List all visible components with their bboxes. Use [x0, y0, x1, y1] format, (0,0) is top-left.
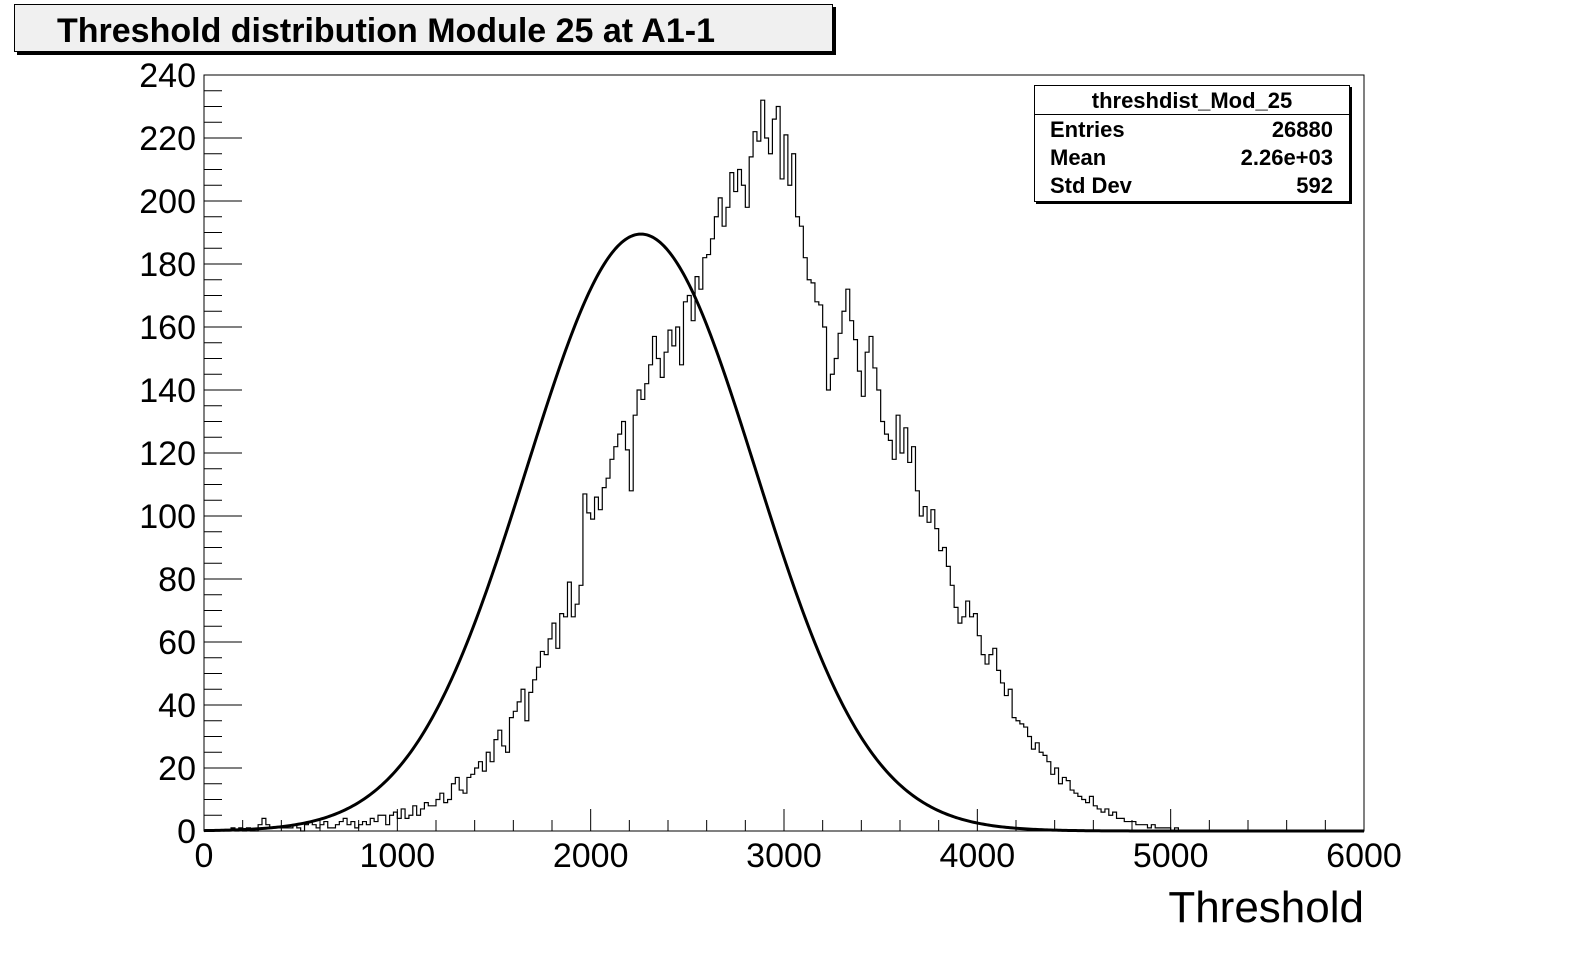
y-tick-label: 120 [139, 435, 196, 473]
stats-row-std-dev: Std Dev 592 [1050, 172, 1333, 200]
x-axis-title: Threshold [1168, 883, 1364, 932]
stats-value: 26880 [1271, 117, 1333, 142]
y-tick-label: 0 [177, 813, 196, 851]
y-tick-label: 20 [158, 750, 196, 788]
stats-value: 592 [1296, 173, 1333, 198]
x-tick-label: 2000 [553, 837, 629, 875]
y-tick-label: 220 [139, 120, 196, 158]
stats-label: Std Dev [1050, 173, 1132, 198]
x-axis-labels: 0 1000 2000 3000 4000 5000 6000 [195, 837, 1402, 875]
y-tick-label: 60 [158, 624, 196, 662]
y-tick-label: 140 [139, 372, 196, 410]
x-tick-label: 0 [195, 837, 214, 875]
chart-title-box: Threshold distribution Module 25 at A1-1 [14, 4, 833, 52]
y-axis-labels: 0 20 40 60 80 100 120 140 160 180 200 220 240 [139, 57, 196, 851]
y-tick-label: 80 [158, 561, 196, 599]
stats-histogram-name: threshdist_Mod_25 [1035, 86, 1349, 115]
stats-row-entries: Entries 26880 [1050, 116, 1333, 144]
x-minor-ticks [203, 809, 1365, 831]
stats-label: Mean [1050, 145, 1107, 170]
histogram-series [223, 99, 1187, 832]
x-tick-label: 5000 [1133, 837, 1209, 875]
stats-box: threshdist_Mod_25 Entries 26880 Mean 2.2… [1034, 85, 1350, 202]
y-tick-label: 240 [139, 57, 196, 95]
stats-row-mean: Mean 2.26e+03 [1050, 144, 1333, 172]
x-tick-label: 1000 [360, 837, 436, 875]
y-tick-label: 180 [139, 246, 196, 284]
y-tick-label: 200 [139, 183, 196, 221]
y-tick-label: 100 [139, 498, 196, 536]
y-tick-label: 160 [139, 309, 196, 347]
y-tick-label: 40 [158, 687, 196, 725]
chart-title: Threshold distribution Module 25 at A1-1 [57, 12, 716, 50]
x-tick-label: 6000 [1326, 837, 1402, 875]
x-tick-label: 4000 [940, 837, 1016, 875]
x-tick-label: 3000 [746, 837, 822, 875]
stats-value: 2.26e+03 [1240, 145, 1333, 170]
gaussian-fit-curve [203, 232, 1364, 833]
stats-label: Entries [1050, 117, 1125, 142]
